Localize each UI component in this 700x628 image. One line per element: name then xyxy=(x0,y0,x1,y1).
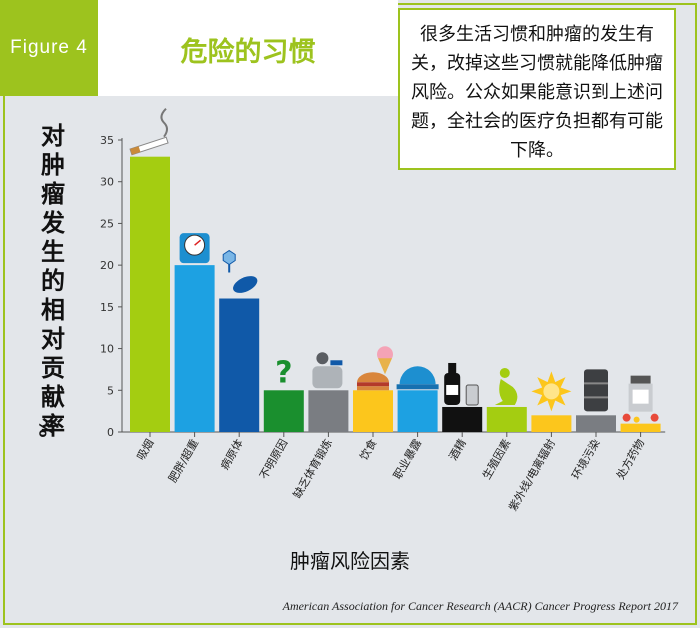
burger-icon xyxy=(357,346,393,391)
figure-title: 危险的习惯 xyxy=(180,37,316,68)
bar-8 xyxy=(442,406,483,432)
figure-tag: Figure 4 xyxy=(0,0,98,96)
x-tick-label: 病原体 xyxy=(217,437,246,473)
x-tick-label: 生殖因素 xyxy=(479,437,513,482)
barrel-icon xyxy=(584,369,608,412)
y-tick-label: 15 xyxy=(100,301,114,314)
bar-10 xyxy=(531,415,572,432)
bar-5 xyxy=(308,390,349,432)
pill-bottle-icon xyxy=(622,375,659,423)
sun-icon xyxy=(531,371,572,412)
source-credit: American Association for Cancer Research… xyxy=(282,599,678,613)
x-tick-label: 职业暴露 xyxy=(391,437,424,482)
y-tick-label: 0 xyxy=(107,426,114,439)
y-tick-label: 5 xyxy=(107,384,114,397)
svg-text:?: ? xyxy=(275,355,292,390)
x-tick-label: 酒精 xyxy=(447,437,469,463)
x-tick-label: 肥胖/超重 xyxy=(165,437,201,485)
bar-11 xyxy=(576,415,616,432)
bar-6 xyxy=(353,390,393,432)
y-tick-label: 30 xyxy=(100,176,114,189)
y-tick-label: 20 xyxy=(100,259,114,272)
bar-3 xyxy=(219,298,260,432)
cigarette-icon xyxy=(129,107,169,156)
bar-2 xyxy=(174,265,215,432)
bar-7 xyxy=(397,390,438,432)
y-tick-label: 35 xyxy=(100,134,114,147)
bar-12 xyxy=(620,423,661,432)
bar-1 xyxy=(130,156,170,432)
x-tick-label: 饮食 xyxy=(356,437,379,463)
bottle-icon xyxy=(444,362,479,406)
x-tick-label: 环境污染 xyxy=(568,437,602,482)
scale-icon xyxy=(179,233,210,264)
title-box: 危险的习惯 xyxy=(98,0,398,96)
bar-4 xyxy=(263,390,304,432)
pregnant-woman-icon xyxy=(494,367,518,405)
bar-9 xyxy=(486,406,527,432)
bacteria-icon xyxy=(222,249,258,293)
couch-icon xyxy=(312,352,343,389)
x-tick-label: 缺乏体育锻炼 xyxy=(290,437,335,501)
hard-hat-icon xyxy=(396,366,439,390)
x-tick-label: 不明原因 xyxy=(257,437,290,482)
question-mark-icon: ? xyxy=(275,355,292,390)
x-tick-label: 吸烟 xyxy=(133,437,156,463)
y-axis-label: 对肿瘤发生的相对贡献率 xyxy=(41,122,65,440)
x-tick-label: 处方药物 xyxy=(613,437,647,482)
y-tick-label: 25 xyxy=(100,217,114,230)
note-box: 很多生活习惯和肿瘤的发生有关，改掉这些习惯就能降低肿瘤风险。公众如果能意识到上述… xyxy=(398,8,676,170)
y-tick-label: 10 xyxy=(100,343,114,356)
x-axis-label: 肿瘤风险因素 xyxy=(290,549,410,573)
x-tick-label: 紫外线/电离辐射 xyxy=(506,437,558,514)
